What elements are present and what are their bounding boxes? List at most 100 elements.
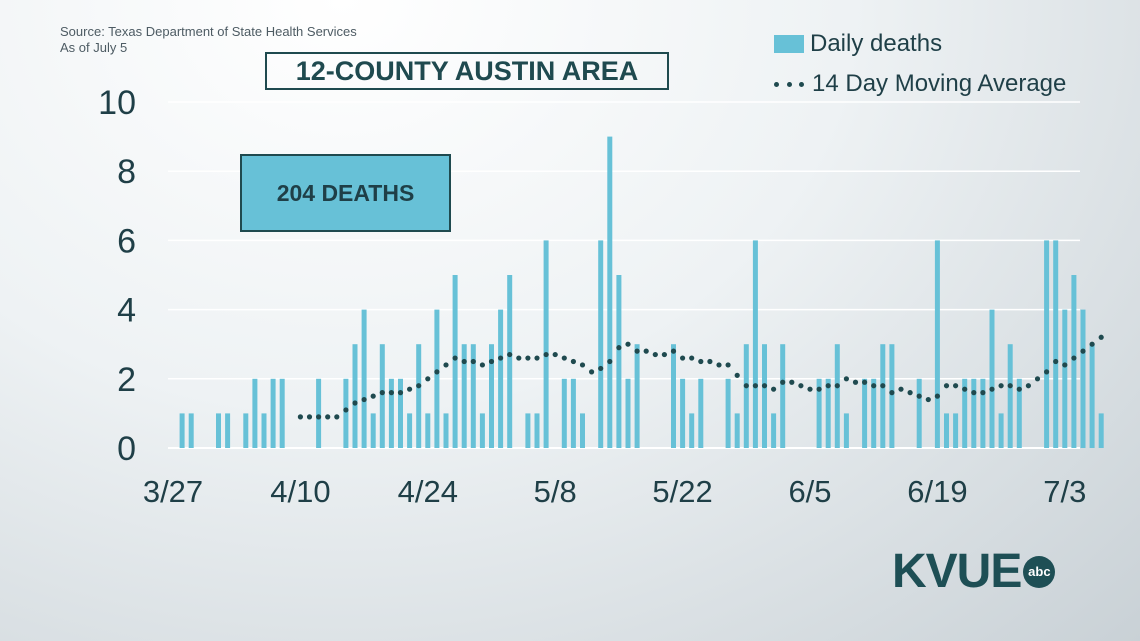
bar-daily-deaths (252, 378, 258, 448)
moving-average-point (771, 386, 777, 392)
moving-average-point (1053, 358, 1059, 365)
moving-average-point (1071, 355, 1077, 361)
moving-average-point (880, 383, 886, 389)
bar-daily-deaths (1053, 240, 1059, 448)
bar-daily-deaths (634, 344, 640, 448)
moving-average-point (352, 400, 358, 406)
x-tick-label: 5/22 (652, 474, 712, 509)
moving-average-point (1016, 386, 1022, 392)
moving-average-point (452, 355, 458, 361)
moving-average-point (825, 383, 831, 389)
moving-average-point (953, 383, 959, 389)
moving-average-point (834, 383, 840, 389)
bar-daily-deaths (725, 378, 731, 448)
moving-average-point (725, 362, 731, 368)
moving-average-point (689, 355, 695, 361)
legend: Daily deaths 14 Day Moving Average (774, 24, 1066, 104)
bar-daily-deaths (734, 413, 740, 448)
moving-average-point (443, 362, 449, 368)
bar-daily-deaths (179, 413, 185, 448)
moving-average-point (843, 376, 850, 382)
moving-average-point (407, 386, 413, 392)
bar-daily-deaths (261, 413, 267, 448)
moving-average-point (534, 355, 540, 361)
bar-daily-deaths (671, 344, 676, 448)
moving-average-point (570, 358, 577, 365)
moving-average-point (525, 355, 531, 361)
x-tick-label: 5/8 (534, 474, 577, 509)
moving-average-point (898, 386, 904, 392)
bar-daily-deaths (1080, 309, 1086, 448)
bar-daily-deaths (762, 344, 767, 448)
bar-daily-deaths (989, 309, 995, 448)
moving-average-point (716, 362, 722, 368)
source-note: Source: Texas Department of State Health… (60, 24, 357, 56)
abc-badge: abc (1023, 555, 1056, 588)
bar-daily-deaths (780, 344, 786, 448)
moving-average-point (479, 362, 485, 368)
bar-daily-deaths (434, 309, 440, 448)
moving-average-point (561, 355, 567, 361)
bar-daily-deaths (279, 378, 285, 448)
moving-average-point (325, 414, 331, 420)
bar-daily-deaths (1062, 309, 1068, 448)
moving-average-point (470, 358, 476, 365)
moving-average-point (306, 414, 313, 420)
bar-daily-deaths (580, 413, 585, 448)
moving-average-point (752, 383, 759, 389)
moving-average-point (761, 383, 768, 389)
legend-bar-swatch (774, 35, 804, 53)
moving-average-point (743, 383, 749, 389)
bar-daily-deaths (398, 378, 403, 448)
moving-average-point (416, 383, 422, 389)
legend-label-moving-average: 14 Day Moving Average (812, 70, 1067, 97)
logo-wordmark: KVUE (892, 545, 1022, 598)
chart-title: 12-COUNTY AUSTIN AREA (265, 52, 669, 90)
bar-daily-deaths (443, 413, 449, 448)
x-tick-label: 6/5 (788, 474, 831, 509)
bar-daily-deaths (843, 413, 849, 448)
moving-average-point (680, 355, 686, 361)
x-axis: 3/27 4/10 4/24 5/8 5/22 6/5 6/19 7/3 (143, 474, 1087, 509)
moving-average-point (962, 386, 968, 392)
moving-average-point (698, 358, 704, 365)
moving-average-point (789, 379, 795, 385)
moving-average-point (589, 369, 595, 375)
moving-average-point (670, 348, 677, 354)
y-axis: 0 2 4 6 8 10 (98, 84, 136, 468)
moving-average-point (807, 386, 813, 392)
bar-daily-deaths (370, 413, 376, 448)
moving-average-point (907, 390, 913, 396)
moving-average-point (889, 390, 895, 396)
moving-average-point (661, 351, 668, 358)
moving-average-point (516, 355, 522, 361)
bar-daily-deaths (470, 344, 476, 448)
bar-daily-deaths (543, 240, 549, 448)
moving-average-point (388, 390, 394, 396)
bar-daily-deaths (934, 240, 940, 448)
y-tick-label: 4 (117, 292, 136, 330)
bar-daily-deaths (534, 413, 540, 448)
source-line: Source: Texas Department of State Health… (60, 24, 357, 39)
x-tick-label: 7/3 (1043, 474, 1086, 509)
bar-daily-deaths (352, 344, 358, 448)
y-tick-label: 8 (117, 153, 136, 191)
moving-average-point (971, 390, 977, 396)
bar-daily-deaths (452, 275, 458, 448)
bar-daily-deaths (343, 378, 349, 448)
total-deaths-box: 204 DEATHS (240, 154, 451, 232)
bar-daily-deaths (570, 378, 576, 448)
bar-daily-deaths (962, 378, 968, 448)
x-tick-label: 6/19 (907, 474, 967, 509)
moving-average-point (989, 386, 995, 392)
bar-daily-deaths (225, 413, 231, 448)
bar-daily-deaths (1016, 378, 1022, 448)
moving-average-point (734, 372, 740, 378)
moving-average-point (1098, 334, 1104, 340)
bar-daily-deaths (188, 413, 194, 448)
bar-daily-deaths (771, 413, 777, 448)
moving-average-point (980, 390, 986, 396)
y-tick-label: 10 (98, 84, 136, 122)
bar-daily-deaths (379, 344, 385, 448)
